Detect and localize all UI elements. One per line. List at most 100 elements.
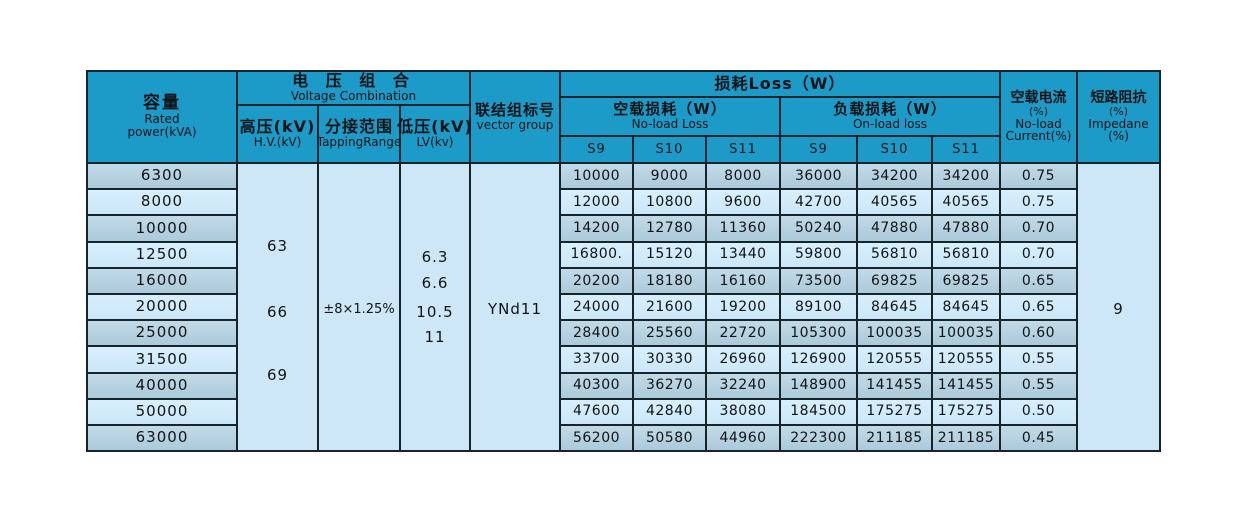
on-load-loss-en: On-load loss: [852, 117, 928, 132]
on-load-loss-s11-cell-value: 69825: [942, 272, 990, 289]
capacity-label-zh: 容量: [143, 93, 181, 114]
impedance-value-cell: 9: [1078, 164, 1159, 451]
no-load-loss-s11-cell-value: 22720: [719, 324, 767, 341]
on-load-loss-s9-cell-value: 89100: [794, 298, 843, 315]
no-load-loss-s10-cell: 9000: [634, 164, 705, 189]
no-load-loss-s9-cell-value: 10000: [572, 167, 621, 184]
no-load-loss-s9-cell: 40300: [561, 373, 632, 398]
no-load-current-cell-value: 0.55: [1021, 377, 1056, 394]
no-load-loss-s11-cell-value: 16160: [719, 272, 767, 289]
on-load-loss-s9-cell-value: 148900: [790, 377, 847, 394]
no-load-loss-s11-cell-value: 19200: [719, 298, 767, 315]
on-load-loss-s10-cell-value: 47880: [870, 220, 919, 237]
lv-label-zh: 低压(kV): [397, 117, 473, 137]
impedance-l4: (%): [1108, 129, 1129, 144]
on-load-loss-s9-cell: 50240: [781, 216, 856, 241]
no-load-loss-s10-cell: 18180: [634, 268, 705, 293]
no-load-loss-s9-cell: 14200: [561, 216, 632, 241]
no-load-loss-s11-cell: 11360: [707, 216, 779, 241]
on-load-loss-s11-cell: 211185: [933, 425, 999, 451]
no-load-loss-s9-cell-value: 14200: [572, 220, 621, 237]
tapping-label-en: TappingRange: [316, 135, 402, 150]
on-load-loss-s10-cell-value: 56810: [870, 246, 919, 263]
vector-group-cell: YNd11: [471, 164, 559, 451]
header-hv: 高压(kV) H.V.(kV): [238, 106, 317, 162]
no-load-loss-s9-cell-value: 56200: [572, 429, 621, 446]
on-load-loss-s10-cell: 84645: [858, 294, 931, 320]
no-load-loss-s10-cell: 25560: [634, 321, 705, 346]
on-load-loss-s11-cell-value: 141455: [937, 377, 995, 394]
rated-power-cell-value: 12500: [135, 244, 189, 263]
on-load-loss-s9-cell: 222300: [781, 425, 856, 451]
no-load-loss-s9-cell: 10000: [561, 164, 632, 189]
no-load-loss-s10-cell-value: 15120: [645, 246, 694, 263]
no-load-loss-s9-cell-value: 16800.: [570, 246, 623, 263]
on-load-loss-s9-cell-value: 184500: [790, 403, 847, 420]
transformer-spec-table: 容量 Rated power(kVA) 电 压 组 合 Voltage Comb…: [86, 70, 1161, 453]
on-load-loss-s10-cell: 47880: [858, 216, 931, 241]
lv-value: 6.6: [421, 274, 449, 293]
header-onload-s11: S11: [933, 137, 999, 162]
vector-label-zh: 联结组标号: [474, 100, 555, 119]
no-load-loss-s11-cell-value: 38080: [719, 403, 767, 420]
no-load-loss-zh: 空载损耗（W）: [613, 100, 727, 119]
on-load-loss-s11-cell: 84645: [933, 294, 999, 320]
on-load-loss-s10-cell: 56810: [858, 242, 931, 267]
on-load-loss-s11-cell-value: 84645: [942, 298, 990, 315]
header-no-load-loss: 空载损耗（W） No-load Loss: [561, 98, 779, 135]
no-load-loss-s11-cell-value: 9600: [724, 193, 762, 210]
on-load-loss-s9-cell-value: 50240: [794, 220, 843, 237]
on-load-loss-s9-cell-value: 105300: [790, 324, 847, 341]
no-load-loss-s10-cell-value: 42840: [645, 403, 694, 420]
header-impedance: 短路阻抗 (%) Impedane (%): [1078, 72, 1159, 162]
on-load-loss-s11-cell-value: 175275: [937, 403, 995, 420]
no-load-current-zh: 空载电流: [1010, 90, 1067, 107]
on-load-loss-s10-cell: 175275: [858, 399, 931, 424]
on-load-loss-s10-cell: 69825: [858, 268, 931, 293]
no-load-loss-s9-cell: 56200: [561, 425, 632, 451]
hv-value: 63: [266, 237, 289, 256]
no-load-loss-s9-cell-value: 12000: [572, 193, 621, 210]
no-load-current-cell-value: 0.45: [1021, 429, 1056, 446]
on-load-loss-s9-cell-value: 36000: [794, 167, 843, 184]
capacity-label-en1: Rated: [144, 112, 180, 127]
no-load-loss-s10-cell: 21600: [634, 294, 705, 320]
on-load-loss-s10-cell-value: 100035: [866, 324, 923, 341]
no-load-loss-s11-cell: 13440: [707, 242, 779, 267]
header-onload-s9: S9: [781, 137, 856, 162]
no-load-loss-s10-cell: 50580: [634, 425, 705, 451]
s9-label: S9: [809, 141, 828, 157]
rated-power-cell: 40000: [88, 373, 236, 398]
no-load-loss-s11-cell: 38080: [707, 399, 779, 424]
no-load-current-cell: 0.70: [1001, 216, 1076, 241]
no-load-loss-en: No-load Loss: [631, 117, 709, 132]
rated-power-cell: 25000: [88, 321, 236, 346]
no-load-loss-s9-cell: 33700: [561, 347, 632, 372]
on-load-loss-s11-cell: 175275: [933, 399, 999, 424]
no-load-loss-s10-cell-value: 12780: [645, 220, 694, 237]
no-load-loss-s9-cell: 47600: [561, 399, 632, 424]
hv-value: 66: [266, 302, 289, 321]
no-load-loss-s9-cell-value: 47600: [572, 403, 621, 420]
no-load-loss-s11-cell-value: 26960: [719, 351, 767, 368]
no-load-loss-s11-cell: 8000: [707, 164, 779, 189]
header-noload-s11: S11: [707, 137, 779, 162]
no-load-loss-s10-cell-value: 18180: [645, 272, 694, 289]
no-load-current-cell: 0.45: [1001, 425, 1076, 451]
no-load-loss-s9-cell: 16800.: [561, 242, 632, 267]
rated-power-cell-value: 25000: [135, 323, 189, 342]
no-load-loss-s10-cell: 10800: [634, 190, 705, 215]
impedance-value: 9: [1113, 300, 1124, 319]
no-load-current-cell-value: 0.75: [1021, 167, 1056, 184]
rated-power-cell-value: 31500: [135, 349, 189, 368]
hv-values-cell: 63 66 69: [238, 164, 317, 451]
no-load-loss-s11-cell: 26960: [707, 347, 779, 372]
no-load-loss-s11-cell-value: 13440: [719, 246, 767, 263]
no-load-current-cell-value: 0.55: [1021, 351, 1056, 368]
no-load-current-cell: 0.55: [1001, 373, 1076, 398]
on-load-loss-s10-cell: 40565: [858, 190, 931, 215]
on-load-loss-s11-cell: 47880: [933, 216, 999, 241]
on-load-loss-s11-cell: 34200: [933, 164, 999, 189]
rated-power-cell: 12500: [88, 242, 236, 267]
